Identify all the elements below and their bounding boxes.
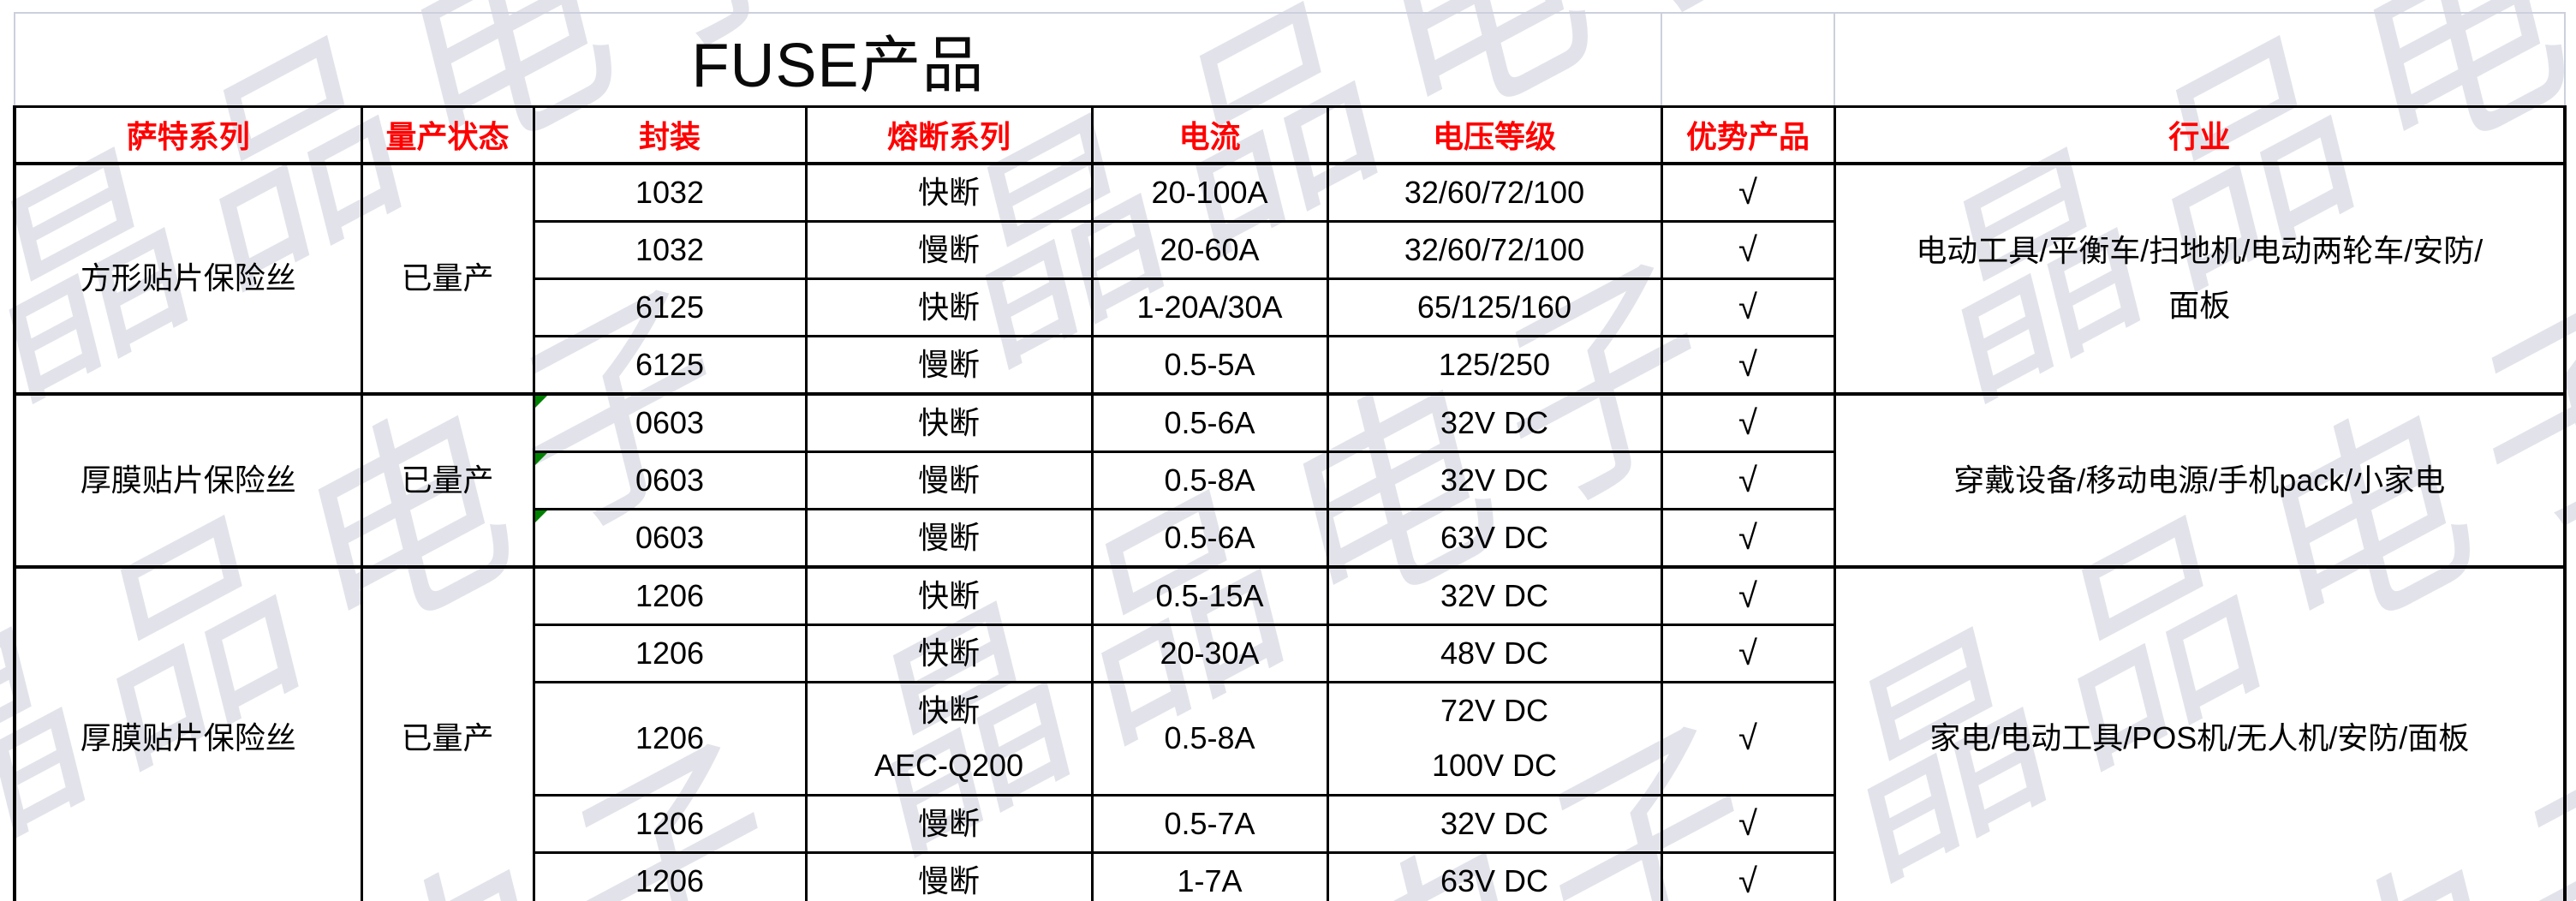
voltage-cell: 32V DC	[1326, 793, 1663, 854]
fuse-type-cell: 慢断	[804, 507, 1094, 568]
advantage-check-cell: √	[1660, 161, 1836, 223]
fuse-type-cell: 快断	[804, 564, 1094, 626]
advantage-check-cell: √	[1660, 850, 1836, 901]
col-header-advantage: 优势产品	[1660, 105, 1836, 164]
package-cell: 6125	[532, 277, 808, 337]
fuse-type-cell: 慢断	[804, 219, 1094, 280]
voltage-cell: 32V DC	[1326, 450, 1663, 510]
table-row: 1206 快断 AEC-Q200 0.5-8A 72V DC 100V DC √	[15, 680, 2565, 797]
voltage-cell: 63V DC	[1326, 507, 1663, 568]
current-cell: 0.5-8A	[1090, 450, 1329, 510]
table-row: 0603 慢断 0.5-8A 32V DC √	[15, 450, 2565, 510]
package-cell: 1206	[532, 680, 808, 797]
col-header-series: 萨特系列	[13, 105, 363, 164]
header-row: 萨特系列 量产状态 封装 熔断系列 电流 电压等级 优势产品 行业	[13, 105, 2567, 164]
status-cell: 已量产	[360, 391, 535, 568]
col-header-industry: 行业	[1833, 105, 2567, 164]
table-row: 6125 慢断 0.5-5A 125/250 √	[15, 334, 2565, 395]
voltage-cell: 32V DC	[1326, 564, 1663, 626]
current-cell: 1-7A	[1090, 850, 1329, 901]
voltage-cell: 63V DC	[1326, 850, 1663, 901]
current-cell: 20-100A	[1090, 161, 1329, 223]
current-cell: 0.5-15A	[1090, 564, 1329, 626]
table-row: 1206 慢断 1-7A 63V DC √	[15, 850, 2565, 901]
table-row: 0603 慢断 0.5-6A 63V DC √	[15, 507, 2565, 568]
error-indicator-icon	[534, 510, 547, 522]
advantage-check-cell: √	[1660, 391, 1836, 453]
advantage-check-cell: √	[1660, 564, 1836, 626]
package-cell: 0603	[532, 507, 808, 568]
title-spacer-cell	[1661, 12, 1835, 108]
title-row: FUSE产品	[14, 12, 2566, 108]
col-header-current: 电流	[1090, 105, 1329, 164]
fuse-type-cell: 快断 AEC-Q200	[804, 680, 1094, 797]
voltage-cell: 65/125/160	[1326, 277, 1663, 337]
table-row: 厚膜贴片保险丝 已量产 1206 快断 0.5-15A 32V DC √ 家电/电动工具/PO…	[13, 564, 2567, 901]
package-cell: 1206	[532, 850, 808, 901]
industry-cell: 电动工具/平衡车/扫地机/电动两轮车/安防/ 面板	[1833, 161, 2567, 395]
series-cell: 方形贴片保险丝	[13, 161, 363, 395]
current-cell: 20-30A	[1090, 623, 1329, 683]
current-cell: 0.5-7A	[1090, 793, 1329, 854]
current-cell: 0.5-6A	[1090, 391, 1329, 453]
fuse-type-cell: 慢断	[804, 450, 1094, 510]
package-cell: 0603	[532, 391, 808, 453]
advantage-check-cell: √	[1660, 450, 1836, 510]
advantage-check-cell: √	[1660, 219, 1836, 280]
voltage-cell: 72V DC 100V DC	[1326, 680, 1663, 797]
voltage-cell: 125/250	[1326, 334, 1663, 395]
current-cell: 0.5-8A	[1090, 680, 1329, 797]
table-row: 6125 快断 1-20A/30A 65/125/160 √	[15, 277, 2565, 337]
current-cell: 0.5-6A	[1090, 507, 1329, 568]
error-indicator-icon	[534, 452, 547, 465]
col-header-fuse-type: 熔断系列	[804, 105, 1094, 164]
fuse-product-table: FUSE产品 萨特系列 量产状态 封装 熔断系列 电流 电压等级 优势产品 行业…	[13, 12, 2567, 901]
fuse-type-cell: 快断	[804, 623, 1094, 683]
page-title: FUSE产品	[14, 12, 1662, 108]
title-spacer-cell	[1834, 12, 2566, 108]
table-row: 方形贴片保险丝 已量产 1032 快断 20-100A 32/60/72/100 √ 电动工具…	[13, 161, 2567, 395]
series-cell: 厚膜贴片保险丝	[13, 564, 363, 901]
fuse-type-cell: 快断	[804, 277, 1094, 337]
voltage-cell: 32/60/72/100	[1326, 161, 1663, 223]
industry-cell: 家电/电动工具/POS机/无人机/安防/面板	[1833, 564, 2567, 901]
series-cell: 厚膜贴片保险丝	[13, 391, 363, 568]
advantage-check-cell: √	[1660, 277, 1836, 337]
advantage-check-cell: √	[1660, 793, 1836, 854]
current-cell: 1-20A/30A	[1090, 277, 1329, 337]
table-row: 1206 快断 20-30A 48V DC √	[15, 623, 2565, 683]
col-header-production-status: 量产状态	[360, 105, 535, 164]
advantage-check-cell: √	[1660, 507, 1836, 568]
industry-cell: 穿戴设备/移动电源/手机pack/小家电	[1833, 391, 2567, 568]
advantage-check-cell: √	[1660, 334, 1836, 395]
advantage-check-cell: √	[1660, 680, 1836, 797]
package-cell: 1206	[532, 793, 808, 854]
fuse-type-cell: 慢断	[804, 850, 1094, 901]
voltage-cell: 32V DC	[1326, 391, 1663, 453]
status-cell: 已量产	[360, 564, 535, 901]
fuse-type-cell: 快断	[804, 391, 1094, 453]
voltage-cell: 48V DC	[1326, 623, 1663, 683]
advantage-check-cell: √	[1660, 623, 1836, 683]
table-row: 厚膜贴片保险丝 已量产 0603 快断 0.5-6A 32V DC √ 穿戴设备/移动电源/手…	[13, 391, 2567, 568]
package-cell: 1206	[532, 564, 808, 626]
current-cell: 0.5-5A	[1090, 334, 1329, 395]
col-header-package: 封装	[532, 105, 808, 164]
package-cell: 0603	[532, 450, 808, 510]
package-cell: 1032	[532, 219, 808, 280]
table-row: 1032 慢断 20-60A 32/60/72/100 √	[15, 219, 2565, 280]
table-row: 1206 慢断 0.5-7A 32V DC √	[15, 793, 2565, 854]
col-header-voltage: 电压等级	[1326, 105, 1663, 164]
voltage-cell: 32/60/72/100	[1326, 219, 1663, 280]
package-cell: 1032	[532, 161, 808, 223]
package-cell: 6125	[532, 334, 808, 395]
fuse-type-cell: 慢断	[804, 793, 1094, 854]
current-cell: 20-60A	[1090, 219, 1329, 280]
package-cell: 1206	[532, 623, 808, 683]
fuse-type-cell: 快断	[804, 161, 1094, 223]
fuse-type-cell: 慢断	[804, 334, 1094, 395]
error-indicator-icon	[534, 395, 547, 408]
status-cell: 已量产	[360, 161, 535, 395]
